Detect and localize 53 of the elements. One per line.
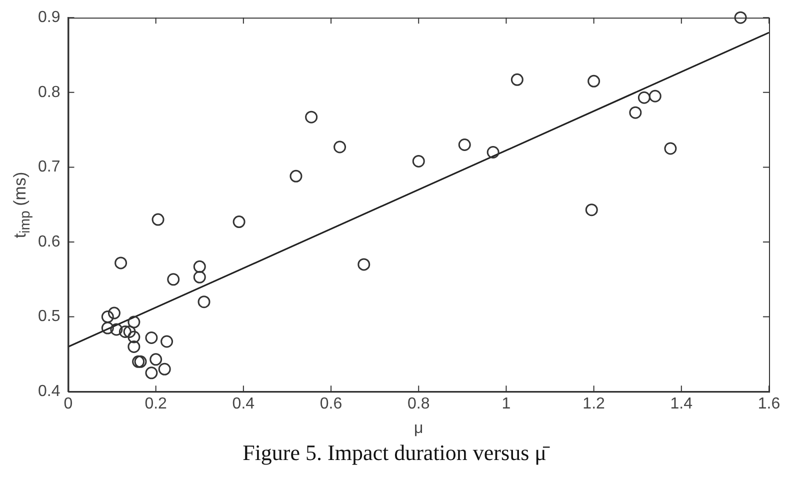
point (510, 73, 524, 86)
point (128, 316, 140, 328)
point (152, 213, 164, 226)
x-axis-title: μ (414, 420, 424, 437)
x-tick-label: 0.8 (407, 396, 430, 413)
x-tick-label: 0 (64, 396, 73, 413)
x-tick-label: 1.2 (582, 396, 606, 413)
y-tick-label: 0.8 (38, 84, 60, 101)
point (128, 330, 140, 344)
y-tick-label: 0.6 (38, 233, 60, 250)
point (664, 142, 677, 155)
point (290, 170, 302, 182)
x-tick-label: 1.4 (670, 396, 693, 413)
y-tick-label: 0.9 (38, 9, 60, 26)
point (232, 216, 246, 228)
y-tick-label: 0.4 (38, 383, 60, 400)
point (638, 91, 650, 104)
x-tick-label: 1.6 (758, 396, 780, 413)
point (305, 110, 318, 124)
point (118, 326, 132, 338)
point (123, 326, 136, 338)
caption: Figure 5. Impact duration versus μ̄ (242, 440, 551, 466)
point (358, 258, 370, 271)
point (193, 270, 206, 284)
point (145, 331, 158, 344)
point (648, 90, 662, 102)
point (629, 106, 642, 119)
point (585, 204, 598, 216)
point (412, 154, 425, 168)
y-tick-label: 0.5 (38, 308, 60, 326)
point (734, 11, 747, 24)
x-tick-label: 0.4 (232, 396, 255, 413)
point (128, 340, 140, 353)
point (160, 335, 174, 348)
point (458, 138, 471, 152)
point (101, 310, 114, 324)
point (101, 322, 114, 334)
point (108, 306, 120, 320)
x-tick-label: 0.6 (320, 396, 342, 413)
point (334, 140, 346, 154)
x-tick-label: 0.2 (144, 396, 168, 413)
point (486, 146, 500, 158)
point (114, 256, 128, 270)
point (158, 362, 171, 376)
x-tick-label: 1 (502, 396, 511, 413)
y-tick-label: 0.7 (38, 158, 60, 176)
point (193, 260, 206, 273)
point (198, 296, 210, 308)
point (167, 273, 180, 286)
point (150, 353, 162, 366)
point (110, 323, 123, 336)
point (145, 366, 158, 380)
point (588, 74, 600, 88)
